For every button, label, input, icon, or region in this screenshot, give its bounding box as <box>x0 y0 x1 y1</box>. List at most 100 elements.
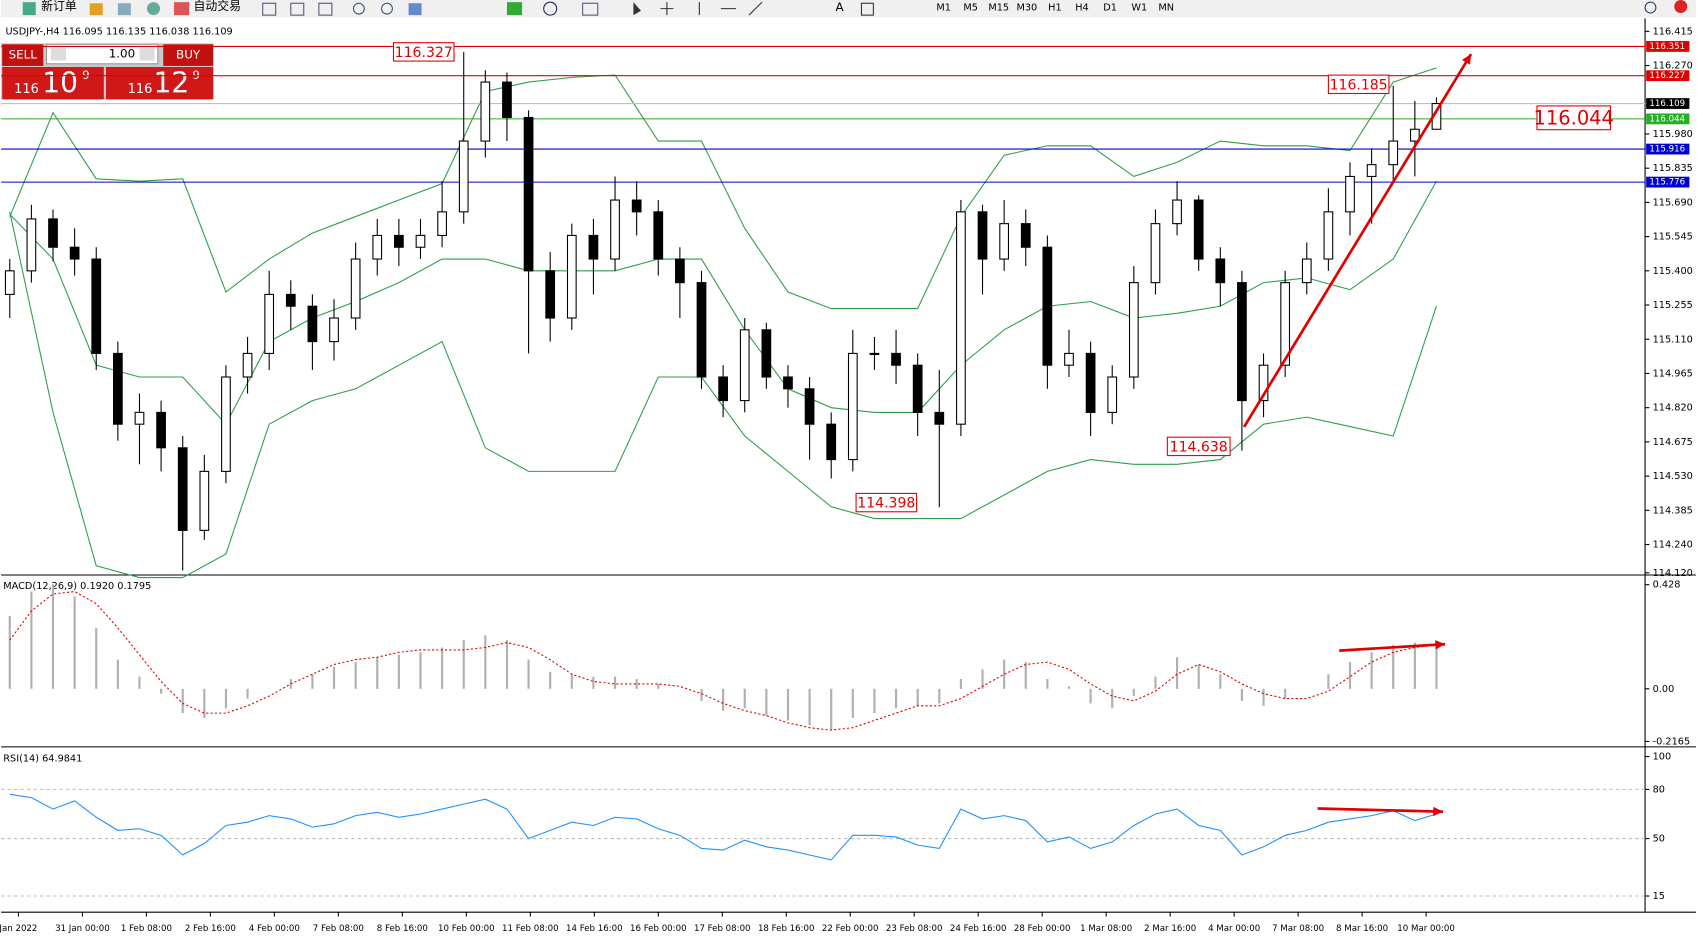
y-tick-label: 115.980 <box>1653 129 1693 140</box>
toolbar-icon[interactable] <box>89 3 103 16</box>
candle-body <box>675 258 685 284</box>
toolbar-bg <box>1 0 1696 18</box>
trade-panel: SELL 1.00 BUY 116 10 9 116 12 9 <box>1 43 215 100</box>
macd-bar <box>354 662 357 689</box>
macd-bar <box>1413 642 1416 689</box>
cursor-tool[interactable] <box>633 2 641 16</box>
candle-body <box>1280 282 1291 366</box>
macd-bar <box>441 647 444 689</box>
y-tick-label: 114.385 <box>1653 505 1693 516</box>
candle-body <box>1301 258 1312 284</box>
buy-price-big: 116 <box>128 82 153 97</box>
buy-price-box[interactable] <box>105 67 213 100</box>
macd-bar <box>397 654 400 689</box>
lot-input[interactable] <box>45 43 159 65</box>
macd-bar <box>95 628 98 689</box>
timeframe-button[interactable]: M1 <box>936 3 951 14</box>
auto-trade-button[interactable]: 自动交易 <box>194 0 242 13</box>
price-annotation: 116.044 <box>1534 106 1614 129</box>
candle-body <box>1172 199 1182 225</box>
sell-text[interactable]: SELL <box>9 48 38 62</box>
buy-button[interactable] <box>163 44 213 66</box>
candle-body <box>502 81 512 119</box>
y-tick-label: 0.428 <box>1653 580 1681 591</box>
lot-down[interactable] <box>50 47 66 61</box>
candle-body <box>696 282 707 378</box>
x-tick-label: 14 Feb 16:00 <box>566 924 623 934</box>
new-order-icon[interactable] <box>22 2 36 16</box>
buy-price-main: 12 <box>154 66 190 99</box>
candle-body <box>415 234 426 248</box>
x-tick-label: 8 Feb 16:00 <box>377 924 428 934</box>
search-icon[interactable] <box>1644 1 1657 14</box>
level-tag-label: 116.227 <box>1649 71 1685 81</box>
alert-icon[interactable] <box>1674 0 1688 13</box>
lot-up[interactable] <box>139 47 155 61</box>
timeframe-button[interactable]: W1 <box>1131 3 1147 14</box>
y-tick-label: 100 <box>1653 752 1672 763</box>
candle-body <box>934 411 945 425</box>
price-annotation-box <box>1166 436 1231 457</box>
macd-bar <box>1067 686 1071 689</box>
macd-bar <box>938 688 941 704</box>
timeframe-button[interactable]: H1 <box>1048 3 1062 14</box>
macd-bar <box>613 676 617 689</box>
candle-body <box>761 329 772 378</box>
crosshair-tool[interactable] <box>660 2 674 16</box>
price-pane <box>1 18 1646 576</box>
candle-body <box>891 352 901 366</box>
macd-bar <box>376 657 379 689</box>
templates-icon[interactable] <box>582 2 599 16</box>
zoom-out[interactable] <box>381 2 393 15</box>
y-tick-label: 114.120 <box>1653 568 1693 579</box>
level-tag <box>1646 143 1690 155</box>
macd-bar <box>246 688 249 699</box>
timeframe-button[interactable]: M15 <box>988 3 1009 14</box>
timeframe-button[interactable]: D1 <box>1103 3 1117 14</box>
text-tool[interactable]: A <box>836 0 845 14</box>
macd-bar <box>138 676 141 689</box>
candle-body <box>847 352 858 461</box>
x-tick-label: 4 Feb 00:00 <box>249 924 300 934</box>
macd-bar <box>570 674 573 689</box>
macd-bar <box>224 688 228 709</box>
line-tools[interactable] <box>698 1 763 16</box>
macd-bar <box>484 635 487 689</box>
y-tick-label: 50 <box>1653 834 1665 845</box>
timeframe-button[interactable]: MN <box>1158 3 1174 14</box>
y-tick-label: 114.675 <box>1653 437 1693 448</box>
toolbar-icon[interactable] <box>408 3 422 16</box>
toolbar-icon[interactable] <box>147 2 161 16</box>
macd-bar <box>1219 674 1222 689</box>
sell-button[interactable] <box>2 44 44 66</box>
indicators-icon[interactable] <box>506 2 523 16</box>
arrow-head <box>1435 640 1446 650</box>
toolbar-icon[interactable] <box>262 2 277 16</box>
candle-body <box>566 234 577 319</box>
candle-body <box>4 270 15 295</box>
zoom-in[interactable] <box>352 2 365 15</box>
macd-bar <box>1132 688 1135 697</box>
timeframe-button[interactable]: M30 <box>1016 3 1037 14</box>
toolbar-icon[interactable] <box>290 2 305 16</box>
x-tick-label: 8 Mar 16:00 <box>1336 924 1388 934</box>
sell-price-box[interactable] <box>2 67 104 100</box>
lot-value[interactable]: 1.00 <box>109 47 135 61</box>
y-tick-label: 115.835 <box>1653 163 1693 174</box>
timeframe-button[interactable]: H4 <box>1075 3 1089 14</box>
buy-text[interactable]: BUY <box>176 48 201 62</box>
macd-bar <box>1154 676 1157 689</box>
periods-icon[interactable] <box>543 1 558 16</box>
new-order-button[interactable]: 新订单 <box>41 0 77 13</box>
label-tool[interactable] <box>860 2 874 16</box>
auto-trade-icon[interactable] <box>174 2 190 16</box>
toolbar-icon[interactable] <box>117 3 131 16</box>
macd-signal <box>9 590 1437 731</box>
timeframe-button[interactable]: M5 <box>963 3 978 14</box>
y-tick-label: 80 <box>1653 784 1665 795</box>
level-tag <box>1646 113 1690 125</box>
toolbar-icon[interactable] <box>318 2 333 16</box>
candle-body <box>329 317 339 343</box>
macd-bar <box>1435 642 1438 689</box>
macd-bar <box>1175 657 1179 689</box>
